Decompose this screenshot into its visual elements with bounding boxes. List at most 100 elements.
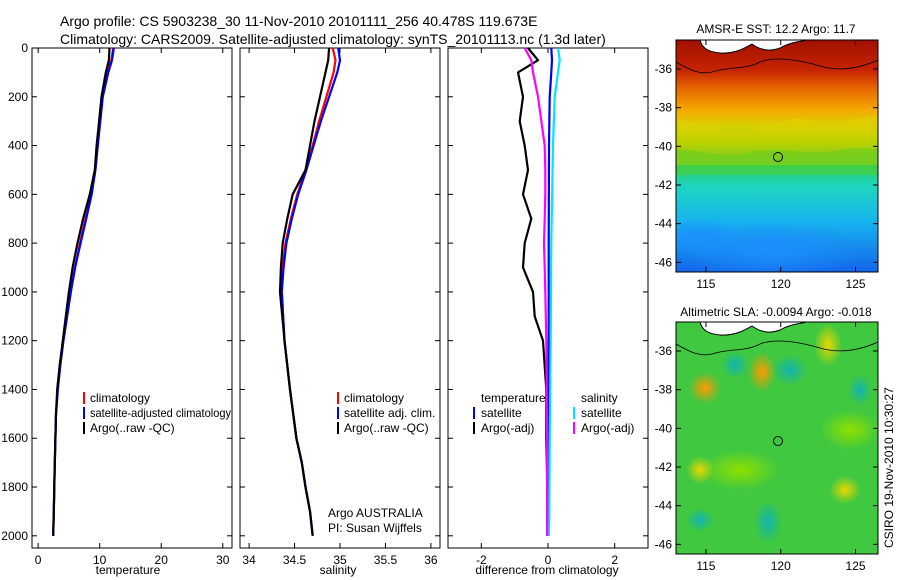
y-tick-label: -42 bbox=[655, 460, 673, 474]
series-line-salinity-argo-adj- bbox=[523, 47, 549, 536]
series-line-climatology bbox=[52, 47, 115, 536]
y-tick-label: -40 bbox=[655, 421, 673, 435]
sst-argo-marker bbox=[773, 152, 783, 162]
temperature-axes-frame bbox=[31, 47, 233, 549]
legend-label-satellite-adj: satellite adj. clim. bbox=[344, 406, 435, 420]
sla-high-5 bbox=[820, 410, 878, 450]
y-tick-label: -44 bbox=[655, 217, 673, 231]
y-tick-label: 1200 bbox=[1, 334, 28, 348]
y-tick-label: 1400 bbox=[1, 382, 28, 396]
series-line-argo-raw-qc- bbox=[52, 47, 111, 536]
y-tick-label: -38 bbox=[655, 383, 673, 397]
sst-heatmap bbox=[676, 40, 878, 272]
y-tick-label: -38 bbox=[655, 101, 673, 115]
x-tick-label: 10 bbox=[93, 553, 107, 567]
y-tick-label: 2000 bbox=[1, 529, 28, 543]
x-tick-label: -2 bbox=[476, 553, 487, 567]
sst-map-panel: AMSR-E SST: 12.2 Argo: 11.7 115 120 125 -36… bbox=[655, 22, 879, 291]
legend-label-climatology: climatology bbox=[344, 391, 404, 405]
sst-coast-contour bbox=[676, 58, 878, 74]
sla-coast-contour bbox=[676, 340, 878, 356]
difference-ticks: -2 0 2 bbox=[448, 47, 648, 567]
y-tick-label: -40 bbox=[655, 139, 673, 153]
y-tick-label: 800 bbox=[8, 236, 28, 250]
salinity-panel: 34 34.5 35 35.5 36 salinity climatology sate… bbox=[239, 47, 441, 577]
salinity-lines bbox=[278, 47, 342, 536]
y-tick-label: -36 bbox=[655, 62, 673, 76]
series-line-climatology bbox=[280, 47, 337, 536]
legend-title-temperature: temperature bbox=[481, 391, 546, 405]
salinity-ticks: 34 34.5 35 35.5 36 bbox=[240, 47, 440, 567]
x-tick-label: 125 bbox=[846, 277, 866, 291]
sla-land-outline bbox=[699, 322, 807, 336]
y-tick-label: 400 bbox=[8, 139, 28, 153]
legend-label-satellite-adjusted: satellite-adjusted climatology bbox=[90, 406, 231, 420]
temperature-ticks: 0 10 20 30 0 200 400 600 800 1000 1200 1400 1600 1800… bbox=[1, 41, 232, 567]
sla-argo-marker bbox=[773, 436, 783, 446]
x-tick-label: 115 bbox=[696, 277, 715, 291]
sst-land-outline bbox=[699, 40, 807, 54]
difference-xlabel: difference from climatology bbox=[475, 563, 618, 577]
x-tick-label: 35 bbox=[333, 553, 347, 567]
legend-label-argo: Argo(..raw -QC) bbox=[344, 421, 429, 435]
x-tick-label: 2 bbox=[611, 553, 618, 567]
sla-map-frame bbox=[675, 321, 879, 555]
sla-heatmap bbox=[676, 322, 878, 554]
y-tick-label: 1800 bbox=[1, 480, 28, 494]
x-tick-label: 115 bbox=[696, 559, 715, 573]
sla-low-2 bbox=[721, 351, 749, 379]
sla-high-7 bbox=[829, 476, 861, 504]
y-tick-label: 1000 bbox=[1, 285, 28, 299]
temperature-panel: 0 10 20 30 0 200 400 600 800 1000 1200 1400 1600 1800… bbox=[1, 41, 233, 577]
salinity-legend: climatology satellite adj. clim. Argo(..… bbox=[337, 391, 435, 435]
legend-label-climatology: climatology bbox=[90, 391, 150, 405]
x-tick-label: 35.5 bbox=[374, 553, 398, 567]
difference-lines bbox=[516, 47, 561, 536]
x-tick-label: 30 bbox=[216, 553, 230, 567]
sla-high-6 bbox=[686, 456, 714, 484]
x-tick-label: 120 bbox=[771, 559, 791, 573]
y-tick-label: 600 bbox=[8, 187, 28, 201]
legend-label-temp-argo: Argo(-adj) bbox=[481, 421, 534, 435]
series-line-salinity-satellite bbox=[547, 47, 561, 536]
credit-text: CSIRO 19-Nov-2010 10:30:27 bbox=[882, 387, 896, 548]
series-line-satellite-adjusted-climatology bbox=[52, 47, 115, 536]
sla-high-4 bbox=[700, 450, 780, 490]
x-tick-label: 20 bbox=[155, 553, 169, 567]
sla-high-3 bbox=[814, 323, 842, 367]
sst-cold-pool-west bbox=[676, 218, 740, 258]
series-line-temperature-satellite bbox=[546, 47, 554, 536]
sst-front bbox=[676, 114, 878, 165]
sst-map-ticks: 115 120 125 -36 -38 -40 -42 -44 -46 bbox=[655, 40, 878, 291]
y-tick-label: -36 bbox=[655, 344, 673, 358]
sla-map-panel: Altimetric SLA: -0.0094 Argo: -0.018 115… bbox=[655, 305, 879, 573]
y-tick-label: -46 bbox=[655, 537, 673, 551]
sla-high-1 bbox=[689, 372, 721, 404]
x-tick-label: 120 bbox=[771, 277, 791, 291]
header-line-1: Argo profile: CS 5903238_30 11-Nov-2010 … bbox=[60, 13, 537, 29]
salinity-xlabel: salinity bbox=[320, 563, 357, 577]
annotation-argo-australia: Argo AUSTRALIA bbox=[328, 506, 423, 520]
series-line-argo-raw-qc- bbox=[278, 47, 331, 536]
legend-label-sal-argo: Argo(-adj) bbox=[581, 421, 634, 435]
series-line-satellite-adj-clim- bbox=[280, 47, 342, 536]
difference-legend: temperature satellite Argo(-adj) salinit… bbox=[473, 391, 634, 435]
y-tick-label: -42 bbox=[655, 178, 673, 192]
sla-low-5 bbox=[686, 508, 714, 532]
sst-map-title: AMSR-E SST: 12.2 Argo: 11.7 bbox=[696, 22, 856, 36]
y-tick-label: 0 bbox=[21, 41, 28, 55]
temperature-xlabel: temperature bbox=[96, 563, 161, 577]
x-tick-label: 34.5 bbox=[283, 553, 307, 567]
temperature-legend: climatology satellite-adjusted climatolo… bbox=[83, 391, 231, 435]
y-tick-label: -44 bbox=[655, 499, 673, 513]
sla-map-title: Altimetric SLA: -0.0094 Argo: -0.018 bbox=[680, 305, 872, 319]
x-tick-label: 125 bbox=[846, 559, 866, 573]
sst-map-frame bbox=[675, 39, 879, 273]
header-line-2: Climatology: CARS2009. Satellite-adjuste… bbox=[60, 31, 606, 47]
sla-low-1 bbox=[772, 354, 808, 386]
y-tick-label: -46 bbox=[655, 255, 673, 269]
legend-label-argo: Argo(..raw -QC) bbox=[90, 421, 175, 435]
sla-map-ticks: 115 120 125 -36 -38 -40 -42 -44 -46 bbox=[655, 322, 878, 573]
x-tick-label: 34 bbox=[242, 553, 256, 567]
